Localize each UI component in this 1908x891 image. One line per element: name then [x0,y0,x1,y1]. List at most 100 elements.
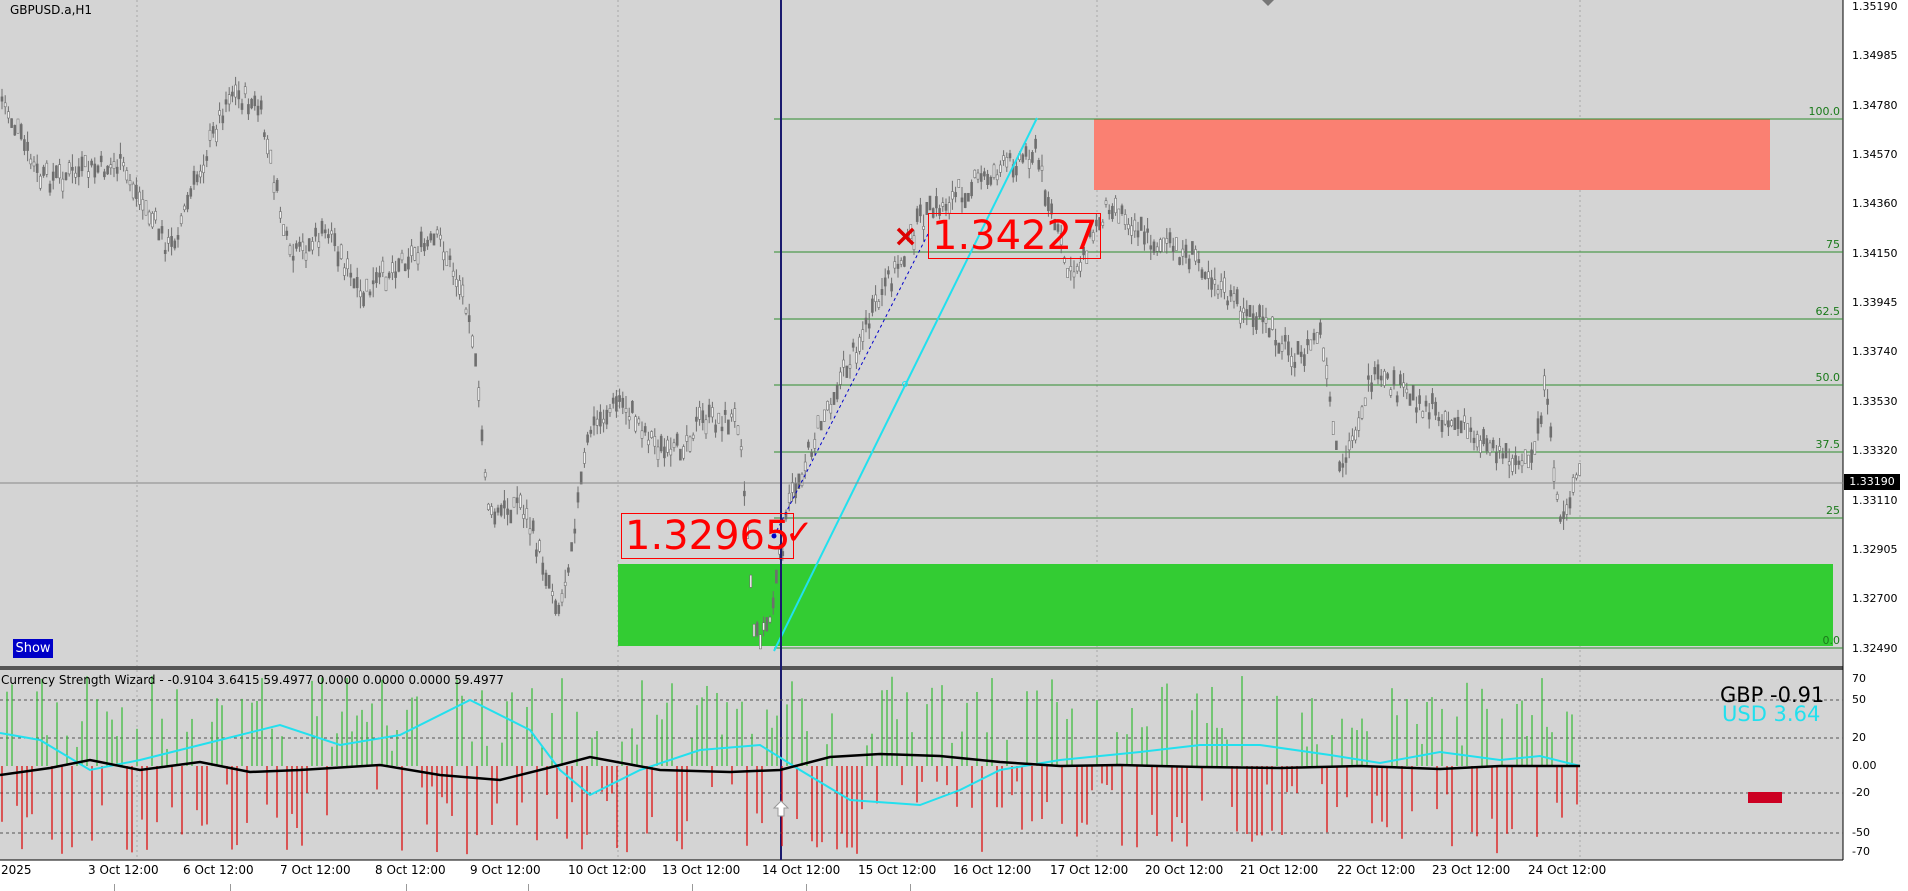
candle-body [503,500,506,509]
candle-body [791,482,794,493]
candle-body [1146,228,1149,233]
candle-body [266,138,269,155]
candle-body [775,569,778,584]
candle-body [1171,245,1175,253]
candle-body [397,258,401,272]
candle-body [343,267,346,276]
candle-body [471,335,474,348]
candle-body [928,195,932,211]
candle-body [903,256,906,267]
time-axis-label: 24 Oct 12:00 [1528,863,1607,877]
candle-body [1248,304,1252,317]
candle-body [1440,420,1444,432]
candle-body [61,178,65,192]
time-axis-label: 3 Oct 12:00 [88,863,159,877]
candle-body [1543,375,1546,391]
chart-tab[interactable] [910,884,911,891]
candle-body [733,408,737,422]
candle-body [880,289,884,295]
buy-price-tag[interactable]: 1.32965 [621,513,795,559]
candle-body [752,623,756,637]
candle-body [256,105,260,116]
candle-body [1085,250,1089,264]
chart-tab[interactable] [806,884,807,891]
candle-body [26,141,29,151]
usd-strength-line [0,698,1581,807]
candle-body [608,408,612,413]
candle-body [1184,244,1188,258]
candle-body [947,202,951,214]
up-arrow-icon [772,800,790,817]
candle-body [839,371,842,385]
candle-body [1168,232,1172,244]
candle-body [1296,341,1300,355]
candle-body [1101,221,1105,226]
candle-body [672,442,676,448]
candle-body [528,528,532,535]
chart-shift-marker[interactable] [1262,0,1274,6]
candle-body [16,118,20,134]
candle-body [426,239,429,247]
usd-strength-readout: USD 3.64 [1722,702,1821,726]
candle-body [714,424,717,433]
projection-dotted-line[interactable] [773,233,929,537]
candle-body [29,158,33,165]
candle-body [323,229,327,234]
candle-body [269,149,273,164]
candle-body [1367,375,1370,380]
swing-midpoint-marker [902,381,908,387]
candle-body [1539,415,1543,424]
candle-body [1072,271,1076,278]
pane-separator[interactable] [0,666,1843,670]
swing-trend-line[interactable] [773,117,1038,652]
candle-body [304,252,308,261]
candle-body [240,103,244,110]
candle-body [1485,438,1489,452]
candle-body [288,245,292,256]
candle-body [205,156,209,161]
target-price-tag[interactable]: 1.34227 [928,213,1102,259]
demand-zone[interactable] [618,564,1833,646]
candle-body [170,236,173,247]
candle-body [912,235,916,251]
candle-body [1120,205,1124,215]
candle-body [1357,417,1361,431]
candle-body [829,404,833,414]
candle-body [762,622,765,631]
candle-body [192,170,196,185]
candle-body [951,191,954,200]
chart-tab[interactable] [692,884,693,891]
candle-body [432,233,436,246]
candle-body [640,430,644,439]
candle-body [535,549,538,557]
candle-body [842,359,845,368]
fibonacci-retracement[interactable] [774,118,1843,649]
candle-body [976,172,980,180]
strength-histogram [1,676,1578,855]
candle-body [602,418,605,424]
candle-body [967,192,970,202]
candle-body [7,111,10,119]
chart-tab[interactable] [528,884,529,891]
candle-body [595,418,599,426]
chart-tab[interactable] [406,884,407,891]
time-axis-label: 21 Oct 12:00 [1240,863,1319,877]
candle-body [1562,511,1565,520]
candle-body [477,387,481,401]
candle-body [93,163,97,178]
candle-body [221,115,225,124]
supply-zone[interactable] [1094,119,1770,190]
candle-body [480,429,484,442]
candle-body [135,184,138,200]
candle-body [314,227,317,237]
indicator-axis-label: -20 [1852,786,1870,799]
candle-body [279,211,282,219]
chart-tab[interactable] [114,884,115,891]
chart-tab[interactable] [230,884,231,891]
show-button[interactable]: Show [13,639,53,658]
candle-body [931,208,935,218]
candle-body [1363,397,1367,407]
candle-body [64,172,68,181]
